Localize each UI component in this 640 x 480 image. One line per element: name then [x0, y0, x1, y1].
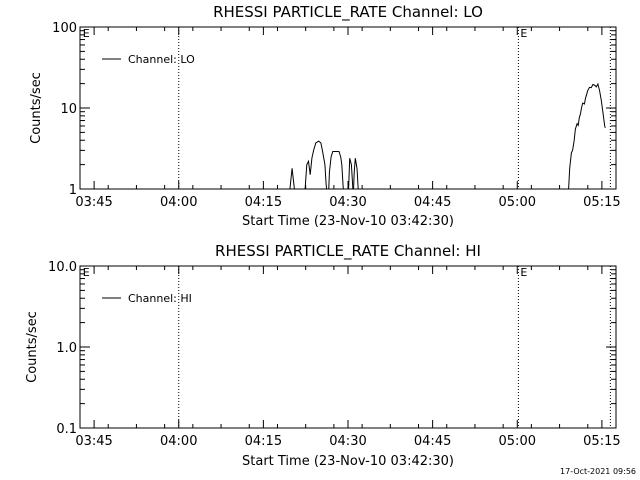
- plot-frame: [79, 26, 617, 190]
- legend-label: Channel: LO: [128, 53, 195, 66]
- y-axis-label: Counts/sec: [29, 72, 44, 144]
- legend-label: Channel: HI: [128, 292, 192, 305]
- series-line: [568, 82, 606, 189]
- chart-panel-hi: RHESSI PARTICLE_RATE Channel: HI Start T…: [25, 242, 621, 469]
- x-tick-label: 04:00: [160, 195, 197, 210]
- x-tick-label: 05:15: [583, 195, 620, 210]
- x-tick-label: 05:00: [499, 434, 536, 449]
- series-line: [353, 158, 359, 189]
- event-marker-label: E: [83, 266, 90, 279]
- x-tick-label: 04:00: [160, 434, 197, 449]
- series-line: [289, 168, 295, 189]
- x-tick-label: 04:15: [245, 195, 282, 210]
- chart-title: RHESSI PARTICLE_RATE Channel: LO: [213, 3, 483, 22]
- event-marker-label: E: [83, 27, 90, 40]
- x-tick-label: 04:30: [329, 434, 366, 449]
- x-axis-label: Start Time (23-Nov-10 03:42:30): [242, 214, 454, 229]
- x-tick-label: 05:15: [583, 434, 620, 449]
- y-tick-label: 10.0: [48, 260, 77, 275]
- x-tick-label: 05:00: [499, 195, 536, 210]
- chart-title: RHESSI PARTICLE_RATE Channel: HI: [215, 242, 481, 261]
- event-marker-label: E: [520, 266, 527, 279]
- axes: 03:45 04:00 04:15 04:30 04:45 05:00 05:15 1 10 10…: [52, 21, 620, 210]
- y-tick-label: 0.1: [56, 422, 77, 437]
- x-tick-label: 04:30: [329, 195, 366, 210]
- x-tick-label: 04:15: [245, 434, 282, 449]
- axes: 03:45 04:00 04:15 04:30 04:45 05:00 05:15 0.1 1.…: [48, 260, 621, 449]
- x-tick-label: 04:45: [414, 195, 451, 210]
- y-tick-label: 10: [60, 102, 77, 117]
- series-line: [348, 158, 354, 189]
- x-tick-label: 03:45: [75, 195, 112, 210]
- event-marker-label: E: [520, 27, 527, 40]
- y-axis-label: Counts/sec: [25, 311, 40, 383]
- chart-panel-lo: RHESSI PARTICLE_RATE Channel: LO Start T…: [29, 3, 621, 229]
- series-line: [328, 151, 344, 189]
- x-tick-label: 03:45: [75, 434, 112, 449]
- plot-frame: [79, 265, 617, 429]
- y-tick-label: 1.0: [56, 341, 77, 356]
- y-tick-label: 100: [52, 21, 77, 36]
- series-line: [304, 140, 328, 189]
- y-tick-label: 1: [69, 183, 77, 198]
- timestamp: 17-Oct-2021 09:56: [560, 467, 636, 476]
- x-axis-label: Start Time (23-Nov-10 03:42:30): [242, 454, 454, 469]
- x-tick-label: 04:45: [414, 434, 451, 449]
